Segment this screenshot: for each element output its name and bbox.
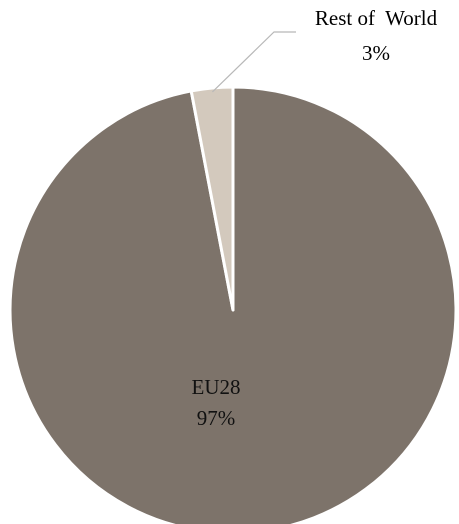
slice-label-rest-of-world: Rest of World 3% [315, 6, 438, 65]
pie-slice-rest-of-world [189, 85, 235, 312]
pie-slice-eu28 [8, 85, 458, 524]
leader-line-rest-of-world [211, 31, 296, 93]
slice-value-rest-of-world: 3% [362, 41, 390, 65]
slice-name-eu28: EU28 [192, 375, 241, 399]
slice-label-eu28: EU28 97% [192, 375, 241, 430]
slice-value-eu28: 97% [197, 406, 236, 430]
slice-name-rest-of-world: Rest of World [315, 6, 438, 30]
pie-slices [8, 85, 458, 524]
